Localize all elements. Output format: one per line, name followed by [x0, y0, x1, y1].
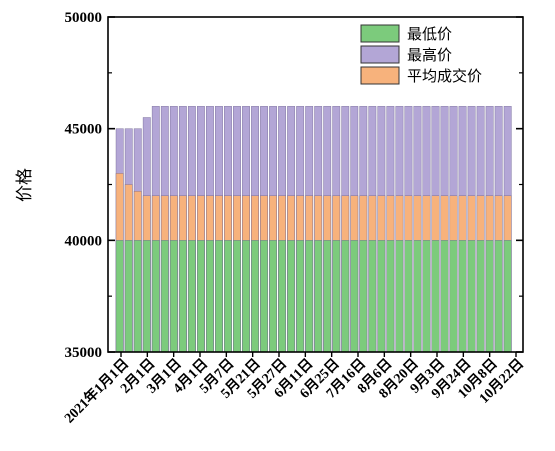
bar-0-17 [269, 240, 277, 353]
bar-0-25 [341, 240, 350, 353]
bar-0-32 [404, 240, 413, 353]
y-axis-label: 价格 [15, 168, 35, 202]
bar-0-16 [260, 240, 268, 353]
bar-0-27 [359, 240, 368, 353]
y-tick-label: 35000 [65, 345, 103, 361]
bar-0-23 [323, 240, 332, 353]
y-tick-label: 50000 [65, 10, 103, 26]
bar-0-2 [133, 240, 142, 353]
bar-0-35 [431, 240, 440, 353]
legend-label-2: 平均成交价 [407, 67, 482, 85]
legend-swatch-1 [360, 45, 400, 64]
legend-swatch-0 [360, 24, 400, 43]
y-ticks: 35000 40000 45000 50000 [65, 10, 523, 361]
bar-0-19 [287, 240, 296, 353]
bar-0-24 [332, 240, 341, 353]
bar-0-30 [386, 240, 395, 353]
bar-0-31 [395, 240, 404, 353]
bar-0-37 [449, 240, 458, 353]
bars-layer [115, 106, 512, 353]
bar-0-15 [251, 240, 259, 353]
bar-0-41 [485, 240, 494, 353]
bar-0-29 [377, 240, 386, 353]
bar-0-39 [467, 240, 476, 353]
bar-0-20 [296, 240, 305, 353]
bar-0-34 [422, 240, 431, 353]
bar-0-1 [124, 240, 133, 353]
bar-0-42 [494, 240, 503, 353]
bar-0-9 [196, 240, 205, 353]
bar-0-21 [305, 240, 314, 353]
legend-swatch-2 [360, 66, 400, 85]
y-tick-label: 40000 [65, 233, 103, 249]
bar-0-5 [160, 240, 169, 353]
legend-label-1: 最高价 [407, 46, 452, 64]
bar-0-22 [314, 240, 323, 353]
bar-0-0 [115, 240, 124, 353]
legend-label-0: 最低价 [407, 25, 452, 43]
bar-0-8 [187, 240, 196, 353]
bar-0-11 [215, 240, 223, 353]
bar-0-28 [368, 240, 377, 353]
bar-0-12 [224, 240, 232, 353]
bar-0-43 [503, 240, 512, 353]
bar-0-7 [178, 240, 187, 353]
bar-0-10 [206, 240, 214, 353]
bar-0-38 [458, 240, 467, 353]
bar-0-6 [169, 240, 178, 353]
bar-0-18 [278, 240, 287, 353]
bar-0-13 [233, 240, 241, 353]
bar-0-33 [413, 240, 422, 353]
bar-0-26 [350, 240, 359, 353]
bar-0-14 [242, 240, 250, 353]
bar-0-40 [476, 240, 485, 353]
bar-0-3 [142, 240, 151, 353]
bar-0-36 [440, 240, 449, 353]
y-tick-label: 45000 [65, 122, 103, 138]
bar-0-4 [151, 240, 160, 353]
x-ticks: 2021年1月1日2月1日3月1日4月1日5月7日5月21日5月27日6月11日… [61, 352, 527, 426]
